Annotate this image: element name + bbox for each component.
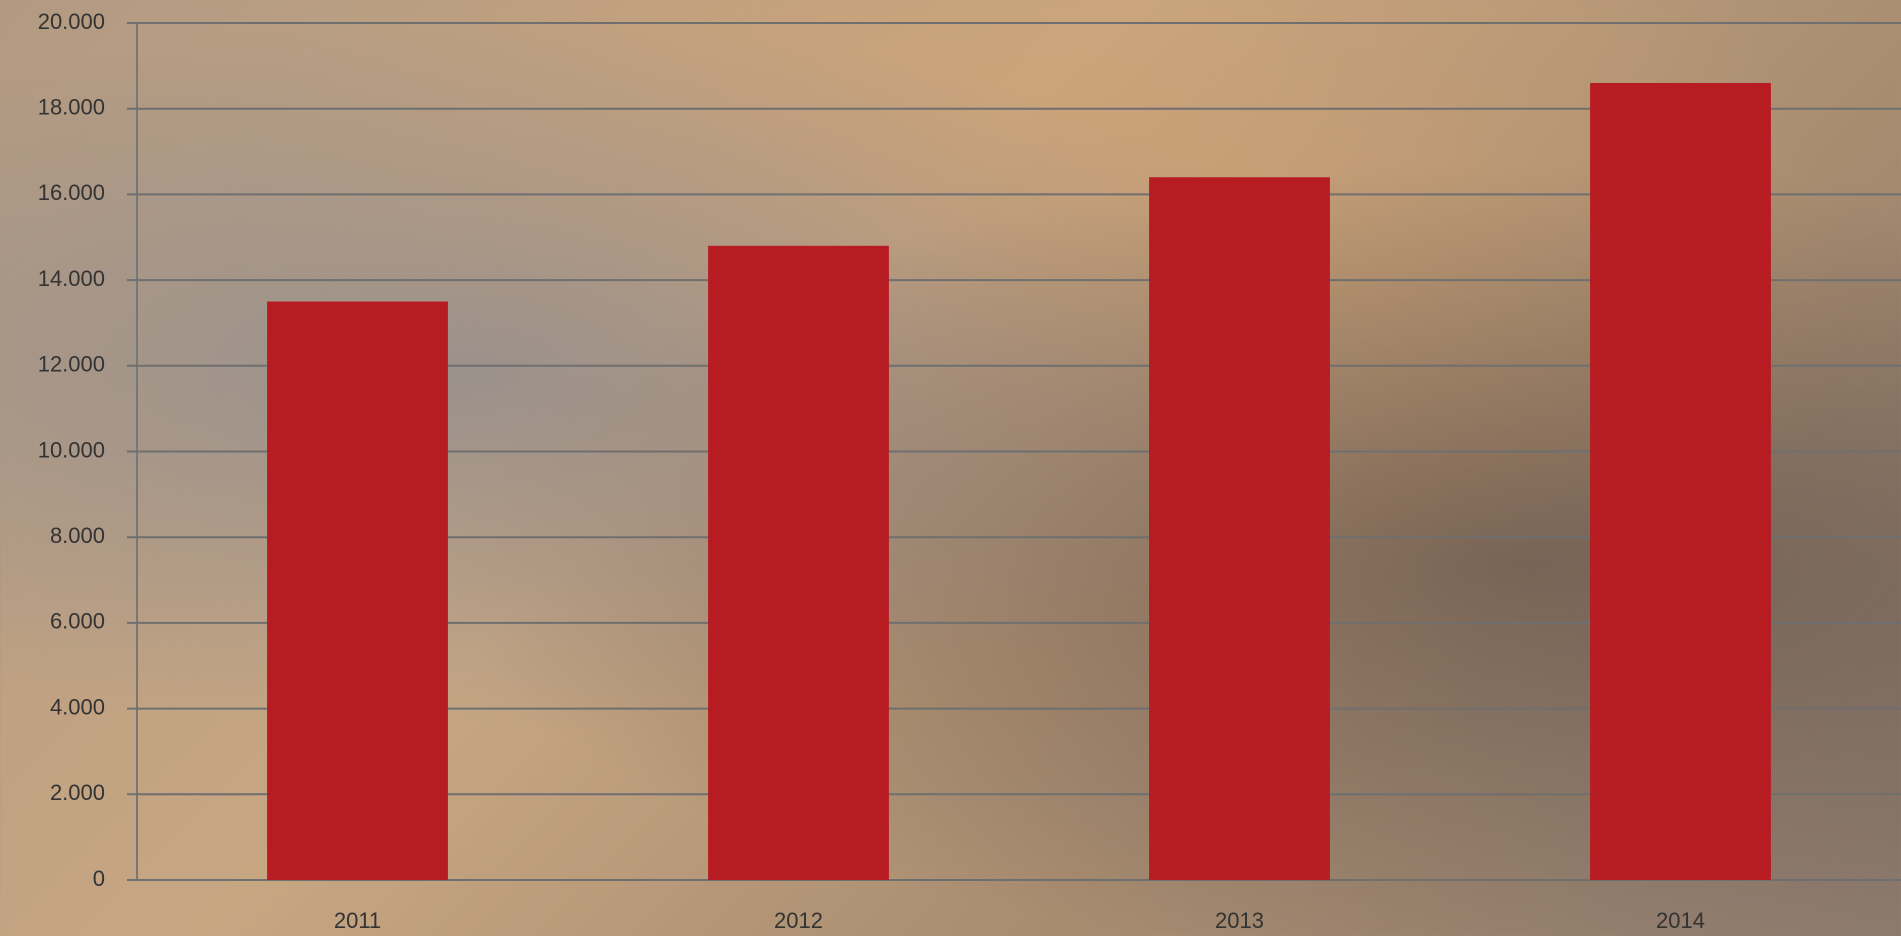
x-tick-label: 2013 [1215, 908, 1264, 933]
y-tick-label: 4.000 [50, 694, 105, 719]
x-tick-label: 2014 [1656, 908, 1705, 933]
bar [708, 245, 889, 880]
bar [1149, 177, 1330, 880]
y-tick-label: 12.000 [38, 352, 105, 377]
y-tick-label: 8.000 [50, 523, 105, 548]
y-tick-label: 2.000 [50, 780, 105, 805]
y-tick-label: 16.000 [38, 180, 105, 205]
bar [1590, 82, 1771, 881]
y-tick-label: 14.000 [38, 266, 105, 291]
y-tick-label: 18.000 [38, 95, 105, 120]
x-tick-label: 2012 [774, 908, 823, 933]
y-tick-label: 20.000 [38, 9, 105, 34]
y-tick-label: 6.000 [50, 609, 105, 634]
y-tick-label: 0 [93, 866, 105, 891]
bar [267, 301, 448, 880]
x-tick-label: 2011 [334, 908, 381, 933]
y-tick-label: 10.000 [38, 437, 105, 462]
